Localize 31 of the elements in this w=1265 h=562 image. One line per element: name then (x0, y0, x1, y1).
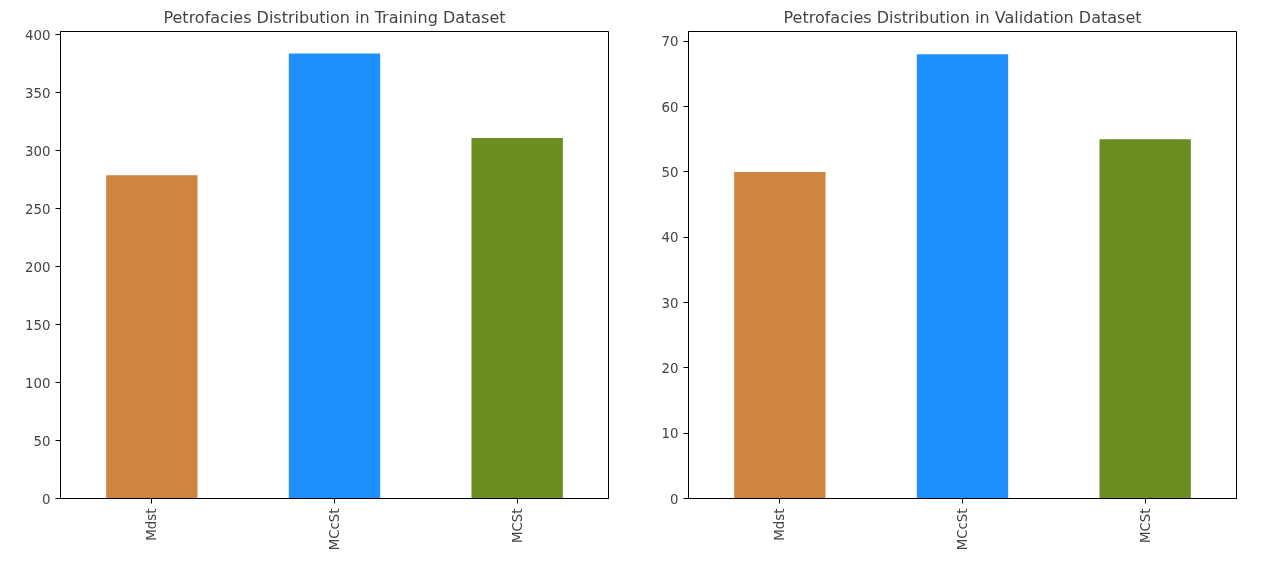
y-tick-label: 200 (25, 259, 51, 275)
y-tick-label: 300 (25, 143, 51, 159)
y-tick-label: 30 (661, 295, 679, 311)
y-tick-label: 0 (670, 491, 679, 507)
y-tick-label: 0 (42, 491, 51, 507)
y-tick-label: 70 (661, 34, 679, 50)
y-tick-label: 40 (661, 230, 679, 246)
x-tick-label: MCSt (509, 508, 525, 543)
x-tick-label: MCcSt (327, 508, 342, 551)
y-tick-label: 100 (25, 375, 51, 391)
y-tick-label: 250 (25, 201, 51, 217)
bar (106, 175, 198, 499)
x-tick-label: Mdst (144, 508, 160, 541)
bar (734, 171, 826, 499)
y-tick-label: 50 (661, 164, 679, 180)
chart-title: Petrofacies Distribution in Training Dataset (163, 7, 506, 27)
y-tick-label: 150 (25, 317, 51, 333)
x-tick-label: MCSt (1137, 508, 1153, 543)
bar (471, 138, 563, 499)
x-tick-label: Mdst (772, 508, 788, 541)
bar (1099, 139, 1191, 499)
y-tick-label: 20 (661, 360, 679, 376)
y-tick-label: 400 (25, 27, 51, 43)
y-tick-label: 350 (25, 85, 51, 101)
y-tick-label: 10 (661, 426, 679, 442)
bar (288, 53, 381, 499)
x-tick-label: MCcSt (955, 508, 970, 551)
y-tick-label: 60 (661, 99, 679, 115)
chart-title: Petrofacies Distribution in Validation Dataset (783, 7, 1142, 27)
y-tick-label: 50 (33, 433, 51, 449)
bar (916, 54, 1009, 499)
